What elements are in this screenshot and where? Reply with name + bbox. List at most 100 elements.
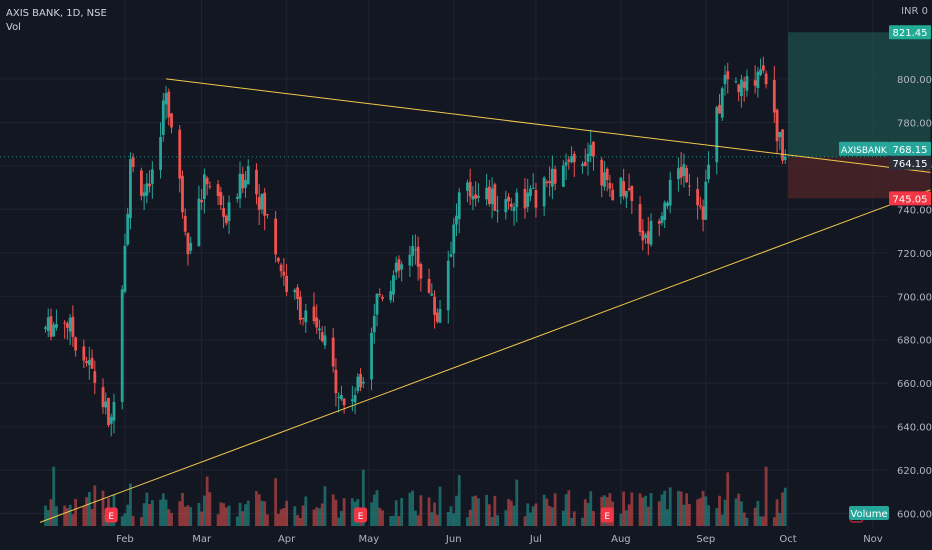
candle-body: [542, 177, 546, 207]
volume-bar: [408, 492, 412, 526]
candle-body: [104, 401, 108, 408]
volume-bar: [567, 490, 571, 526]
month-tick-label: Aug: [611, 534, 631, 545]
volume-bar: [657, 501, 661, 526]
candle-body: [246, 166, 250, 185]
stop-price-label-bg: [889, 191, 931, 206]
candle-body: [142, 192, 146, 197]
volume-bar: [159, 499, 162, 526]
volume-bar: [161, 493, 165, 526]
volume-bar: [715, 508, 719, 526]
volume-bar: [545, 498, 549, 526]
volume-bar: [682, 504, 686, 526]
volume-bar: [222, 503, 225, 526]
volume-bar: [334, 499, 338, 526]
candle-body: [783, 156, 787, 160]
symbol-title[interactable]: AXIS BANK, 1D, NSE: [6, 8, 107, 19]
candle-body: [145, 183, 149, 196]
earnings-icon[interactable]: E: [354, 507, 368, 523]
candle-body: [340, 395, 343, 400]
trendline[interactable]: [39, 189, 931, 523]
candle-body: [438, 309, 442, 323]
volume-bar: [320, 503, 324, 526]
candle-body: [68, 317, 72, 332]
earnings-icon[interactable]: E: [600, 507, 614, 523]
volume-bar: [148, 504, 151, 526]
candle-body: [413, 249, 417, 251]
instrument-price: 768.15: [893, 145, 928, 156]
volume-bar: [93, 485, 97, 526]
month-tick-label: Sep: [696, 534, 715, 545]
candle-body: [526, 192, 530, 207]
month-tick-label: Oct: [779, 534, 796, 545]
volume-bar: [534, 503, 538, 526]
candle-body: [296, 287, 299, 299]
volume-bar: [474, 495, 478, 526]
volume-bar: [679, 491, 683, 526]
candle-body: [586, 153, 590, 162]
grid: [0, 0, 887, 530]
candle-body: [359, 373, 362, 388]
candle-body: [389, 291, 393, 301]
volume-bar: [82, 505, 86, 526]
volume-bar: [241, 511, 245, 526]
trendline[interactable]: [165, 78, 931, 173]
candle-body: [334, 369, 338, 394]
candle-body: [323, 335, 327, 346]
entry-price-label-bg: [889, 155, 931, 170]
volume-bar: [296, 515, 299, 526]
candle-body: [203, 174, 206, 199]
candle-body: [107, 398, 110, 426]
volume-bar: [740, 501, 743, 526]
volume-bar: [781, 492, 784, 526]
volume-bar: [592, 511, 595, 526]
month-tick-label: Mar: [192, 534, 212, 545]
candle-body: [298, 296, 302, 320]
volume-bar: [323, 486, 327, 526]
volume-bar: [74, 498, 78, 526]
volume-bar: [46, 510, 50, 526]
candle-body: [427, 278, 431, 293]
candle-body: [781, 129, 784, 161]
volume-bar: [737, 493, 741, 526]
candle-body: [619, 177, 623, 197]
candle-body: [82, 346, 86, 361]
volume-bar: [200, 511, 204, 526]
volume-bar: [707, 505, 710, 526]
price-tick-label: 720.00: [897, 249, 932, 260]
target-price-label-text: 821.45: [893, 28, 928, 39]
instrument-name: AXISBANK: [841, 146, 888, 156]
volume-bar: [219, 502, 223, 526]
candle-body: [375, 293, 379, 315]
candle-body: [227, 202, 231, 221]
target-price-label-bg: [889, 25, 931, 40]
earnings-icon[interactable]: E: [104, 507, 118, 523]
candle-body: [734, 81, 738, 83]
time-axis[interactable]: Feb Mar Apr May Jun Jul Aug Sep Oct Nov: [116, 534, 883, 545]
trendlines[interactable]: [39, 78, 931, 523]
volume-bar: [244, 504, 247, 526]
candle-body: [468, 181, 472, 197]
candle-body: [435, 312, 439, 322]
volume-bar: [63, 505, 67, 526]
candle-body: [276, 258, 280, 262]
volume-bar: [361, 469, 365, 526]
volume-bar: [375, 490, 379, 526]
candle-body: [378, 294, 382, 296]
volume-bar: [260, 500, 264, 526]
volume-bar: [285, 500, 288, 526]
candle-body: [350, 399, 354, 402]
volume-bar: [446, 511, 450, 526]
candle-body: [49, 316, 53, 337]
volume-badge[interactable]: Volume: [849, 506, 889, 520]
volume-bar: [400, 498, 404, 526]
volume-bar: [526, 503, 530, 526]
instrument-label: AXISBANK 768.15: [839, 141, 931, 156]
candle-body: [394, 262, 398, 273]
volume-bar: [734, 498, 738, 526]
candle-body: [452, 224, 456, 254]
volume-bar: [438, 486, 442, 526]
volume-legend-label[interactable]: Vol: [6, 22, 21, 33]
